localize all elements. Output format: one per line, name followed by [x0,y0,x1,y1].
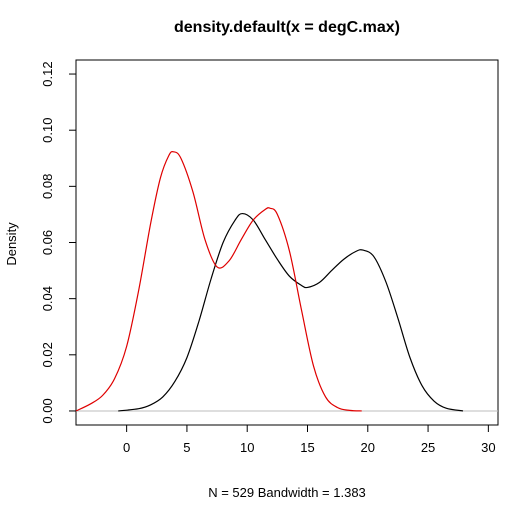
density-curve-2 [75,150,362,412]
density-curve-1 [118,212,464,412]
chart-title: density.default(x = degC.max) [174,19,400,36]
y-axis-label: Density [4,222,19,266]
y-tick-label: 0.04 [40,286,55,311]
x-axis: 0 5 10 15 20 25 30 [123,425,496,455]
x-tick-label: 25 [421,440,435,455]
x-tick-label: 5 [183,440,190,455]
y-tick-label: 0.02 [40,342,55,367]
y-axis: 0.00 0.02 0.04 0.06 0.08 0.10 0.12 [40,61,76,424]
x-axis-label: N = 529 Bandwidth = 1.383 [208,485,366,500]
y-tick-label: 0.00 [40,398,55,423]
x-tick-label: 0 [123,440,130,455]
x-tick-label: 10 [240,440,254,455]
x-tick-label: 20 [361,440,375,455]
x-tick-label: 30 [481,440,495,455]
y-tick-label: 0.12 [40,61,55,86]
y-tick-label: 0.06 [40,230,55,255]
y-tick-label: 0.08 [40,174,55,199]
y-tick-label: 0.10 [40,118,55,143]
series-layer [75,150,464,412]
x-tick-label: 15 [300,440,314,455]
